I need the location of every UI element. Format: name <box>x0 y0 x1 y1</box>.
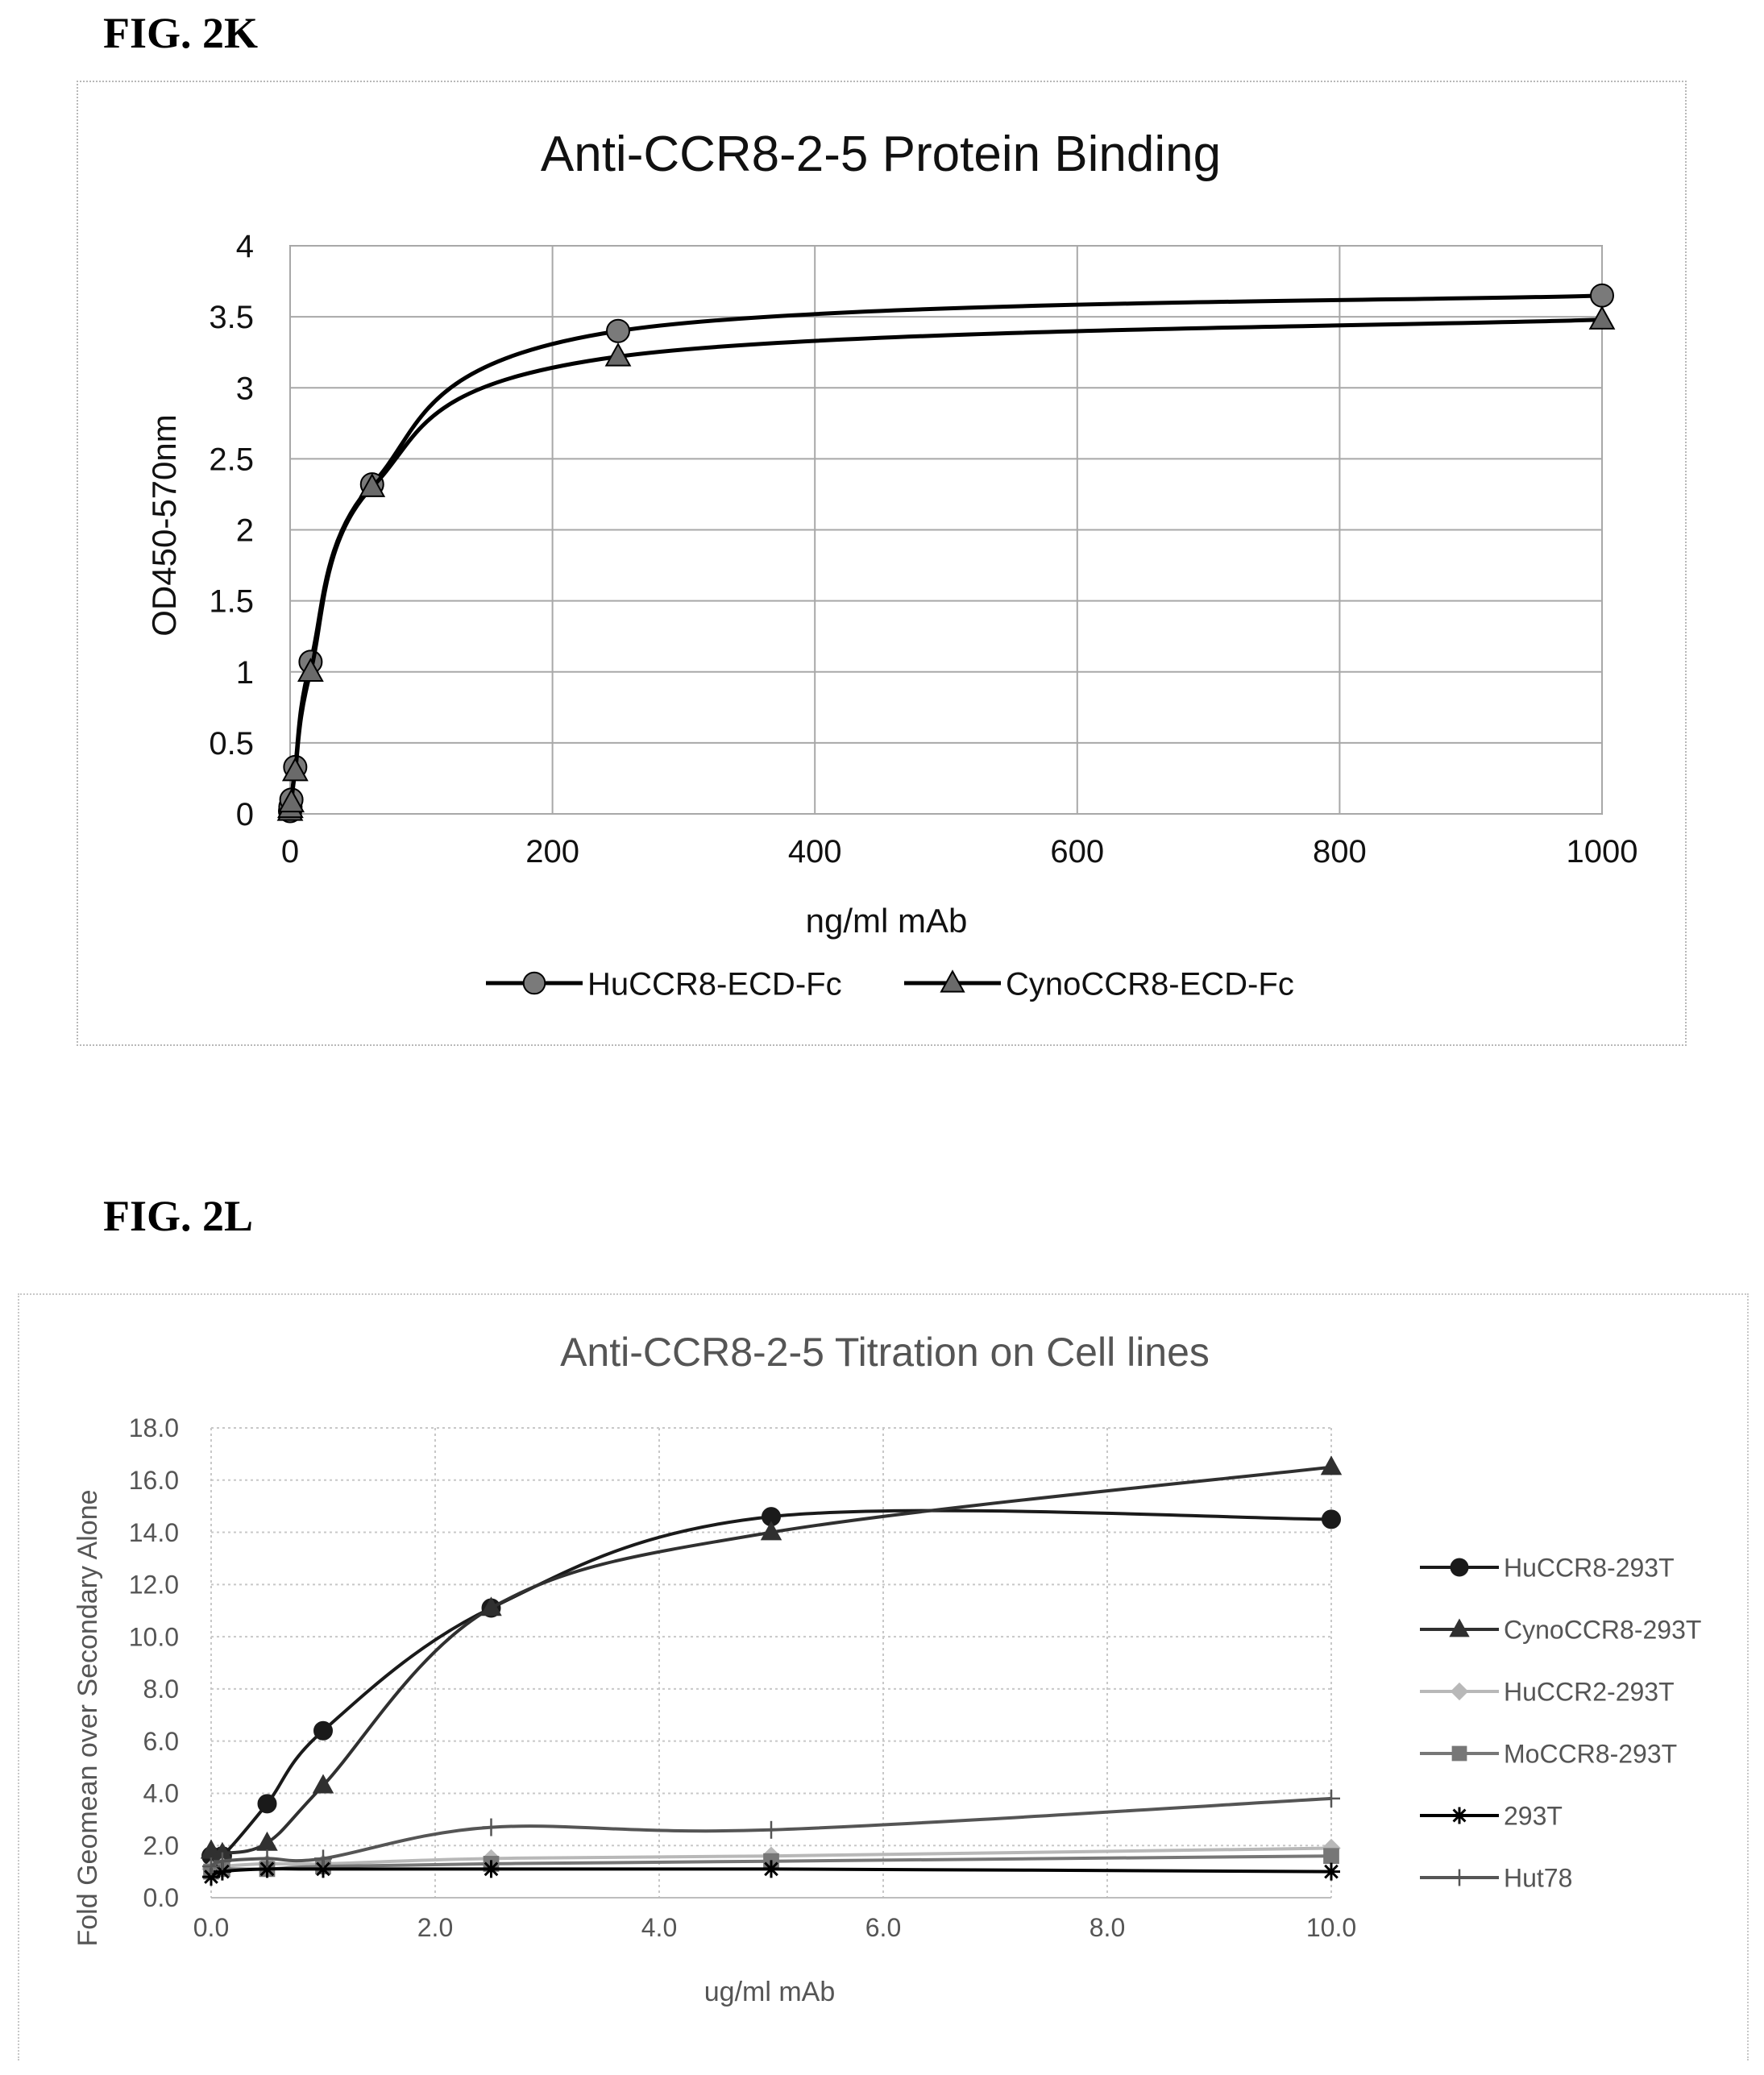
chart0-point-huccr8-ecd-fc <box>1590 283 1614 308</box>
chart1-legend-label-moccr8-293t: MoCCR8-293T <box>1504 1740 1677 1769</box>
chart1-point-293t-stroke <box>316 1861 330 1877</box>
chart1-point-cynoccr8-293t <box>256 1831 278 1851</box>
chart0-ytick-label: 1.5 <box>209 584 254 620</box>
chart0-xtick-label: 200 <box>525 834 579 869</box>
chart1-point-293t <box>314 1860 332 1878</box>
chart1-ytick-label: 4.0 <box>143 1779 179 1808</box>
chart1-point-293t-stroke <box>764 1861 778 1877</box>
chart1-xtick-label: 10.0 <box>1306 1913 1356 1942</box>
chart0-point-cynoccr8-ecd-fc <box>1588 305 1616 330</box>
chart1-xtick-label: 4.0 <box>641 1913 677 1942</box>
chart0-title: Anti-CCR8-2-5 Protein Binding <box>541 127 1221 182</box>
chart0-xtick-label: 800 <box>1313 834 1367 869</box>
chart1-xtick-label: 8.0 <box>1090 1913 1125 1942</box>
chart1-point-hut78 <box>213 1852 231 1870</box>
chart1-ytick-label: 8.0 <box>143 1675 179 1704</box>
chart1-point-hut78 <box>258 1849 276 1868</box>
chart0-ytick-label: 2.5 <box>209 442 254 477</box>
chart0-y-axis-label: OD450-570nm <box>145 414 183 636</box>
chart1-point-huccr8-293t <box>257 1794 277 1814</box>
chart0-ytick-label: 0 <box>236 797 254 832</box>
chart0-ytick-label: 3 <box>236 371 254 406</box>
chart0-point-cynoccr8-ecd-fc <box>604 342 632 367</box>
chart1-ytick-label: 0.0 <box>143 1883 179 1912</box>
chart0-xtick-label: 400 <box>788 834 842 869</box>
chart0-legend-marker-huccr8-ecd-fc <box>522 971 546 995</box>
chart1-point-huccr8-293t <box>1322 1509 1341 1529</box>
chart-2k-frame <box>77 81 1687 1046</box>
chart1-point-hut78 <box>202 1857 220 1876</box>
chart0-point-cynoccr8-ecd-fc <box>278 788 305 813</box>
chart0-point-cynoccr8-ecd-fc <box>281 757 309 782</box>
chart1-legend-marker-huccr2-293t <box>1450 1682 1469 1701</box>
chart1-ytick-label: 18.0 <box>129 1413 179 1442</box>
chart1-legend-label-huccr8-293t: HuCCR8-293T <box>1504 1554 1675 1583</box>
figure-2l-label: FIG. 2L <box>103 1192 254 1240</box>
chart1-point-cynoccr8-293t <box>480 1596 502 1616</box>
chart1-point-hut78 <box>482 1818 500 1836</box>
chart1-ytick-label: 10.0 <box>129 1622 179 1651</box>
chart1-point-cynoccr8-293t <box>312 1774 334 1794</box>
chart0-xtick-label: 0 <box>281 834 299 869</box>
chart1-legend-marker-293t <box>1451 1807 1468 1824</box>
chart1-point-cynoccr8-293t <box>1320 1455 1343 1475</box>
chart1-ytick-label: 6.0 <box>143 1727 179 1756</box>
chart0-xtick-label: 600 <box>1050 834 1104 869</box>
chart1-legend-label-hut78: Hut78 <box>1504 1864 1572 1893</box>
chart1-x-axis-label: ug/ml mAb <box>704 1977 836 2007</box>
chart1-point-293t <box>762 1860 780 1878</box>
chart0-series-line-cynoccr8-ecd-fc <box>288 317 1603 811</box>
chart1-ytick-label: 12.0 <box>129 1571 179 1600</box>
chart0-ytick-label: 3.5 <box>209 300 254 335</box>
chart1-point-293t <box>1322 1862 1340 1881</box>
chart1-point-huccr8-293t <box>313 1720 333 1741</box>
chart0-xtick-label: 1000 <box>1567 834 1638 869</box>
chart1-point-293t <box>482 1860 500 1878</box>
chart1-point-293t-stroke <box>259 1861 275 1877</box>
chart1-xtick-label: 6.0 <box>865 1913 901 1942</box>
chart1-title: Anti-CCR8-2-5 Titration on Cell lines <box>560 1330 1210 1375</box>
chart1-ytick-label: 2.0 <box>143 1831 179 1860</box>
figure-2k-label: FIG. 2K <box>103 9 259 57</box>
chart1-point-hut78 <box>762 1820 780 1839</box>
chart1-point-293t-stroke <box>215 1864 230 1879</box>
chart1-y-axis-label: Fold Geomean over Secondary Alone <box>73 1489 103 1946</box>
chart1-point-293t-stroke <box>1324 1864 1339 1879</box>
chart0-ytick-label: 4 <box>236 229 254 264</box>
chart0-point-cynoccr8-ecd-fc <box>297 658 324 682</box>
chart0-legend-label-cynoccr8-ecd-fc: CynoCCR8-ECD-Fc <box>1006 966 1294 1002</box>
chart1-ytick-label: 14.0 <box>129 1518 179 1547</box>
chart0-series-line-huccr8-ecd-fc <box>288 293 1603 811</box>
chart1-legend-marker-hut78 <box>1451 1869 1468 1886</box>
chart1-point-moccr8-293t <box>1323 1848 1339 1865</box>
chart1-legend-label-huccr2-293t: HuCCR2-293T <box>1504 1678 1675 1707</box>
chart0-ytick-label: 2 <box>236 513 254 549</box>
chart1-legend-marker-293t-stroke <box>1452 1808 1467 1823</box>
chart1-point-hut78 <box>314 1849 332 1868</box>
chart1-ytick-label: 16.0 <box>129 1466 179 1495</box>
chart0-ytick-label: 0.5 <box>209 726 254 762</box>
chart1-legend-label-cynoccr8-293t: CynoCCR8-293T <box>1504 1616 1701 1645</box>
chart1-legend-marker-cynoccr8-293t <box>1449 1618 1470 1637</box>
chart1-xtick-label: 2.0 <box>417 1913 453 1942</box>
chart1-point-293t-stroke <box>484 1861 499 1877</box>
chart0-x-axis-label: ng/ml mAb <box>806 902 968 940</box>
chart1-legend-label-293t: 293T <box>1504 1802 1563 1831</box>
chart0-ytick-label: 1 <box>236 655 254 691</box>
chart0-point-cynoccr8-ecd-fc <box>359 473 386 497</box>
chart1-legend-marker-moccr8-293t <box>1451 1745 1467 1762</box>
chart1-point-cynoccr8-293t <box>760 1521 782 1541</box>
chart0-legend-label-huccr8-ecd-fc: HuCCR8-ECD-Fc <box>587 966 842 1002</box>
chart-2l-frame <box>18 1293 1749 2060</box>
chart1-xtick-label: 0.0 <box>193 1913 229 1942</box>
chart0-legend-marker-cynoccr8-ecd-fc <box>940 969 965 993</box>
chart1-legend-marker-huccr8-293t <box>1450 1558 1469 1577</box>
chart0-point-huccr8-ecd-fc <box>606 318 630 343</box>
chart1-point-hut78 <box>1322 1789 1340 1807</box>
